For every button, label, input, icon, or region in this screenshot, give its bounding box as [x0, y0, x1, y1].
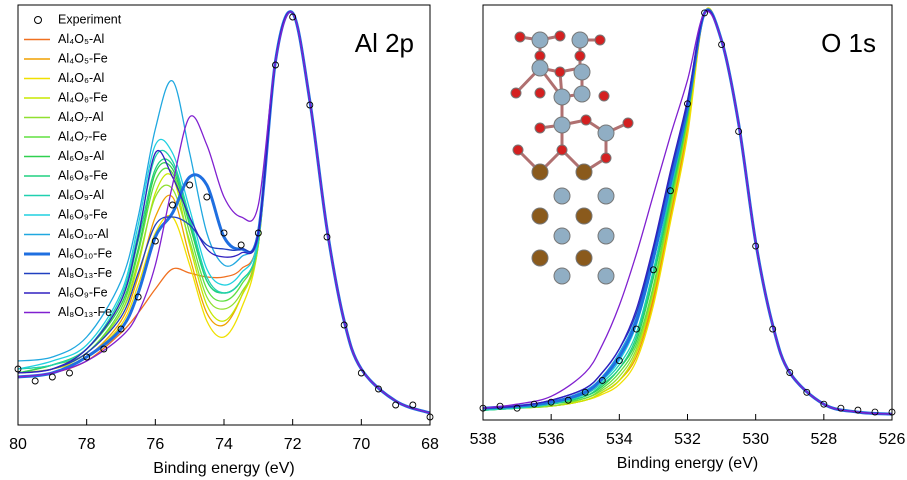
experiment-point [272, 61, 279, 69]
legend-label: Al₄O₆-Al [58, 71, 104, 85]
experiment-point [718, 41, 726, 48]
legend-label: Experiment [58, 12, 122, 26]
x-tick-label: 72 [284, 436, 302, 453]
x-tick-label: 538 [470, 431, 497, 448]
legend-label: Al₆O₈-Al [58, 149, 104, 163]
experiment-point [186, 181, 194, 189]
experiment-point [151, 237, 159, 245]
legend-marker [34, 16, 42, 24]
experiment-point [306, 101, 314, 109]
experiment-point [340, 321, 348, 329]
x-tick-label: 536 [538, 431, 565, 448]
spectrum-line [17, 11, 431, 414]
experiment-point [854, 406, 862, 414]
panel-title: Al 2p [355, 28, 414, 58]
experiment-point [117, 325, 125, 333]
x-tick-label: 78 [78, 436, 96, 453]
experiment-point [786, 369, 794, 377]
legend-label: Al₈O₁₃-Fe [58, 266, 112, 280]
experiment-point [547, 398, 555, 406]
experiment-point [513, 404, 521, 412]
spectrum-line [482, 10, 893, 415]
legend-label: Al₆O₉-Fe [58, 207, 108, 221]
experiment-point [83, 353, 91, 361]
experiment-point [752, 242, 760, 250]
experiment-point [684, 100, 691, 108]
x-tick-label: 70 [352, 436, 370, 453]
experiment-point [31, 377, 39, 385]
panel-title: O 1s [821, 28, 876, 58]
experiment-point [220, 229, 228, 237]
experiment-point [48, 373, 56, 381]
experiment-point [357, 369, 365, 377]
x-tick-label: 74 [215, 436, 233, 453]
x-tick-label: 68 [421, 436, 439, 453]
crystal-structure [510, 30, 634, 285]
x-tick-label: 534 [606, 431, 633, 448]
legend-label: Al₆O₁₀-Al [58, 227, 109, 241]
experiment-point [237, 241, 245, 249]
legend-label: Al₄O₅-Fe [58, 51, 108, 65]
legend-label: Al₄O₇-Fe [58, 129, 107, 143]
experiment-point [100, 345, 108, 353]
experiment-point [530, 400, 538, 408]
experiment-point [581, 388, 589, 396]
experiment-point [323, 233, 331, 241]
x-axis-label: Binding energy (eV) [153, 460, 294, 477]
experiment-point [632, 325, 640, 333]
legend-label: Al₆O₉-Al [58, 188, 104, 202]
experiment-point [392, 401, 400, 409]
experiment-point [701, 9, 708, 17]
plot [479, 7, 896, 416]
x-tick-label: 530 [742, 431, 769, 448]
experiment-point [254, 229, 262, 237]
experiment-point [496, 402, 504, 410]
experiment-point [667, 187, 674, 195]
experiment-point [169, 201, 176, 209]
x-tick-label: 532 [674, 431, 701, 448]
experiment-point [820, 400, 828, 408]
legend-label: Al₈O₁₃-Fe [58, 305, 112, 319]
plot [14, 10, 434, 421]
x-tick-label: 528 [810, 431, 837, 448]
x-tick-label: 80 [9, 436, 27, 453]
experiment-point [649, 266, 657, 274]
x-tick-label: 526 [879, 431, 906, 448]
legend-label: Al₆O₈-Fe [58, 168, 108, 182]
experiment-point [66, 369, 73, 377]
experiment-point [134, 293, 142, 301]
experiment-point [375, 385, 382, 393]
experiment-point [769, 325, 777, 333]
experiment-point [871, 408, 879, 416]
experiment-point [203, 193, 211, 201]
experiment-point [735, 128, 743, 135]
legend-label: Al₆O₉-Fe [58, 285, 108, 299]
legend-label: Al₄O₅-Al [58, 32, 104, 46]
experiment-point [803, 388, 811, 396]
legend-label: Al₄O₆-Fe [58, 90, 108, 104]
legend-label: Al₄O₇-Al [58, 110, 104, 124]
legend-label: Al₆O₁₀-Fe [58, 246, 112, 260]
experiment-point [409, 401, 417, 409]
x-axis-label: Binding energy (eV) [617, 455, 758, 472]
experiment-point [615, 357, 623, 365]
experiment-point [598, 377, 606, 384]
x-tick-label: 76 [146, 436, 164, 453]
experiment-point [837, 404, 845, 412]
experiment-point [289, 13, 297, 21]
experiment-point [564, 396, 572, 404]
